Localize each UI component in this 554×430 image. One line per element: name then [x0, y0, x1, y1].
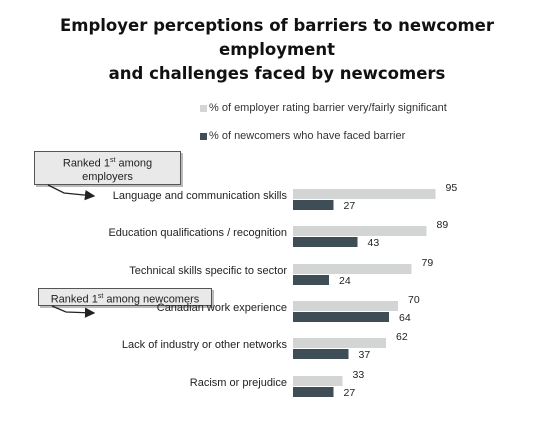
- bar-employers: [293, 301, 398, 311]
- value-label-newcomers: 37: [359, 349, 371, 361]
- value-label-employers: 70: [408, 294, 420, 306]
- value-label-employers: 33: [353, 369, 365, 381]
- value-label-newcomers: 43: [368, 237, 380, 249]
- category-label: Language and communication skills: [113, 190, 288, 202]
- value-label-newcomers: 24: [339, 275, 351, 287]
- bar-newcomers: [293, 237, 358, 247]
- legend-label-newcomers: % of newcomers who have faced barrier: [209, 130, 406, 142]
- legend-item-employers: % of employer rating barrier very/fairly…: [200, 102, 447, 114]
- legend-item-newcomers: % of newcomers who have faced barrier: [200, 130, 405, 142]
- bar-employers: [293, 338, 386, 348]
- legend-label-employers: % of employer rating barrier very/fairly…: [209, 102, 447, 114]
- value-label-newcomers: 64: [399, 312, 411, 324]
- chart-title: Employer perceptions of barriers to newc…: [0, 14, 554, 86]
- bar-employers: [293, 376, 343, 386]
- value-label-newcomers: 27: [344, 387, 356, 399]
- callout-employers-arrow: [47, 184, 96, 201]
- bar-employers: [293, 189, 436, 199]
- callout-newcomers: Ranked 1st among newcomers: [38, 288, 212, 306]
- value-label-employers: 62: [396, 331, 408, 343]
- bar-newcomers: [293, 312, 389, 322]
- bar-newcomers: [293, 387, 334, 397]
- category-label: Lack of industry or other networks: [122, 339, 288, 351]
- bar-newcomers: [293, 275, 329, 285]
- callout-newcomers-sup: st: [97, 293, 104, 300]
- callout-newcomers-arrow: [51, 305, 96, 318]
- value-label-employers: 79: [422, 257, 434, 269]
- callout-employers-line2: employers: [82, 170, 133, 183]
- bar-newcomers: [293, 349, 349, 359]
- legend-swatch-employers: [200, 104, 207, 112]
- category-label: Education qualifications / recognition: [108, 227, 287, 239]
- category-label: Canadian work experience: [157, 302, 287, 314]
- value-label-employers: 95: [446, 182, 458, 194]
- callout-employers: Ranked 1st among employers: [34, 151, 181, 185]
- bar-employers: [293, 226, 427, 236]
- bar-employers: [293, 264, 412, 274]
- category-label: Technical skills specific to sector: [129, 265, 287, 277]
- callout-newcomers-suffix: among newcomers: [103, 293, 200, 306]
- callout-employers-suffix: among: [115, 157, 153, 170]
- chart-title-line2: and challenges faced by newcomers: [108, 64, 446, 83]
- category-label: Racism or prejudice: [190, 377, 287, 389]
- legend-swatch-newcomers: [200, 132, 207, 140]
- value-label-employers: 89: [437, 219, 449, 231]
- callout-employers-sup: st: [109, 157, 116, 164]
- callout-employers-prefix: Ranked 1: [62, 157, 110, 170]
- bar-newcomers: [293, 200, 334, 210]
- callout-newcomers-prefix: Ranked 1: [50, 293, 98, 306]
- value-label-newcomers: 27: [344, 200, 356, 212]
- chart-title-line1: Employer perceptions of barriers to newc…: [59, 16, 495, 59]
